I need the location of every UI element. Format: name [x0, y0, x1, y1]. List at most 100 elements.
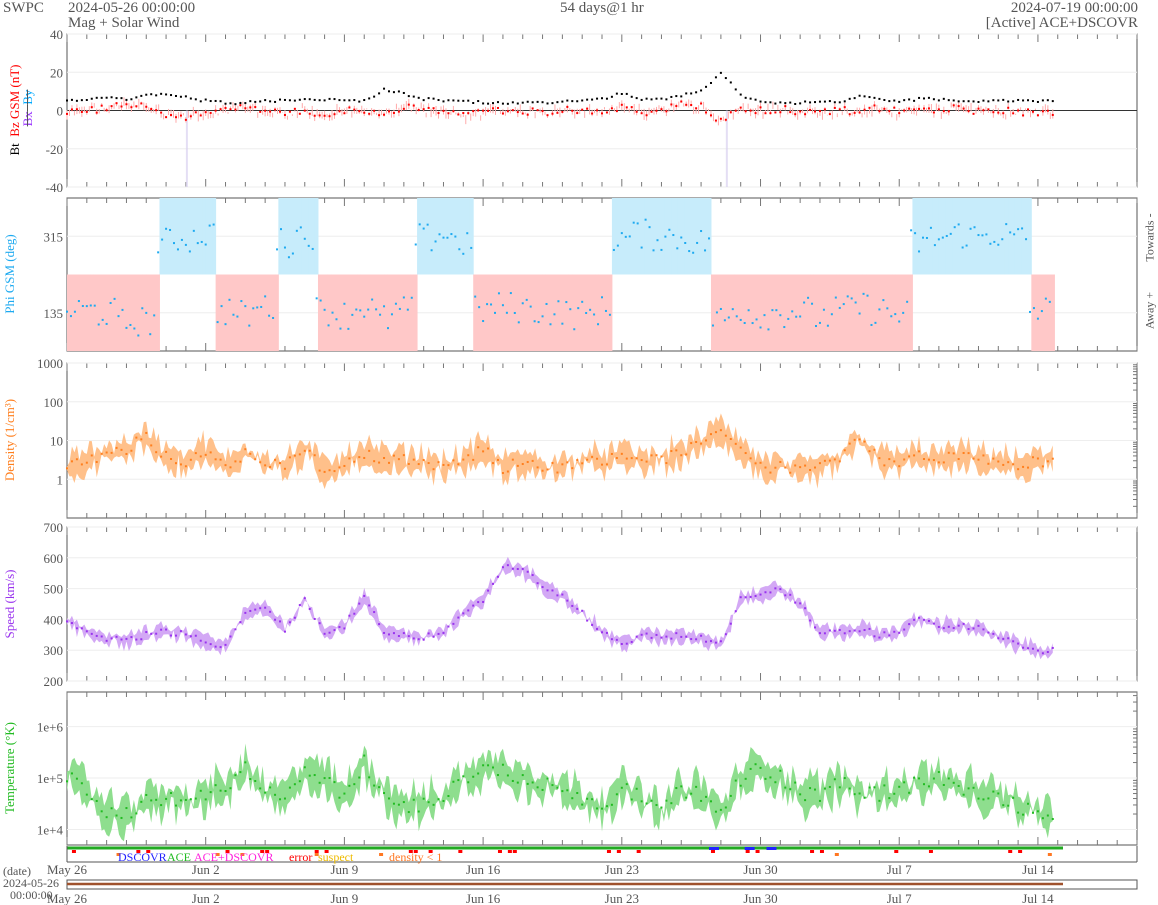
data-point — [462, 612, 465, 615]
bz-point — [209, 111, 212, 114]
bz-point — [1046, 109, 1049, 112]
data-point — [412, 458, 415, 461]
dscovr-mark — [766, 847, 777, 850]
away-band — [479, 274, 484, 351]
bt-point — [685, 92, 688, 95]
data-point — [898, 465, 901, 468]
data-point — [982, 454, 985, 457]
data-point — [496, 774, 499, 777]
bt-point — [135, 96, 138, 99]
away-band — [232, 274, 236, 351]
data-point — [571, 604, 574, 607]
x-tick-label-top: May 26 — [47, 862, 88, 877]
bt-point — [982, 99, 985, 102]
phi-point — [882, 299, 885, 302]
data-point — [794, 464, 797, 467]
data-point — [967, 627, 970, 630]
data-point — [338, 466, 341, 469]
bz-point — [1007, 106, 1010, 109]
bz-point — [383, 113, 386, 116]
phi-point — [375, 308, 378, 311]
bt-point — [457, 99, 460, 102]
data-point — [422, 458, 425, 461]
dscovr-mark — [744, 847, 755, 850]
away-band — [727, 274, 732, 351]
data-point — [353, 612, 356, 615]
data-point — [264, 606, 267, 609]
phi-point — [684, 241, 687, 244]
data-point — [774, 466, 777, 469]
phi-point — [731, 308, 734, 311]
away-band — [268, 274, 273, 351]
away-band — [535, 274, 540, 351]
away-band — [562, 274, 567, 351]
data-point — [630, 798, 633, 801]
bz-point — [194, 111, 197, 114]
bt-point — [487, 102, 490, 105]
phi-point — [69, 315, 72, 318]
towards-band — [1024, 198, 1029, 275]
data-point — [1036, 810, 1039, 813]
towards-band — [694, 198, 699, 275]
data-point — [561, 790, 564, 793]
phi-point — [272, 316, 275, 319]
bt-point — [1041, 99, 1044, 102]
data-point — [596, 807, 599, 810]
bt-point — [145, 93, 148, 96]
phi-point — [422, 227, 425, 230]
away-band — [608, 274, 613, 351]
away-band — [133, 274, 137, 351]
bz-point — [363, 111, 366, 114]
data-point — [303, 766, 306, 769]
x-tick-label-bottom: May 26 — [47, 891, 88, 905]
data-point — [541, 469, 544, 472]
phi-point — [264, 295, 267, 298]
data-point — [194, 634, 197, 637]
away-band — [869, 274, 874, 351]
data-point — [586, 458, 589, 461]
phi-point — [236, 315, 239, 318]
data-point — [625, 783, 628, 786]
phi-point — [383, 305, 386, 308]
phi-point — [680, 236, 683, 239]
phi-point — [256, 306, 259, 309]
towards-band — [278, 198, 283, 275]
towards-band — [1014, 198, 1019, 275]
away-band — [710, 274, 715, 351]
phi-point — [672, 234, 675, 237]
bz-point — [378, 114, 381, 117]
away-band — [796, 274, 801, 351]
bz-point — [734, 109, 737, 112]
data-point — [625, 642, 628, 645]
bz-point — [75, 108, 78, 111]
data-point — [75, 777, 78, 780]
bt-point — [259, 100, 262, 103]
away-band — [572, 274, 577, 351]
phi-point — [545, 302, 548, 305]
phi-point — [969, 227, 972, 230]
away-band — [90, 274, 94, 351]
away-band — [142, 274, 147, 351]
away-band — [516, 274, 520, 351]
away-band — [489, 274, 494, 351]
towards-band — [664, 198, 669, 275]
density-mark — [834, 853, 839, 856]
phi-point — [715, 311, 718, 314]
towards-band — [935, 198, 940, 275]
away-band — [235, 274, 240, 351]
bt-point — [105, 96, 108, 99]
bz-point — [437, 112, 440, 115]
legend-density: density < 1 — [389, 850, 443, 864]
bt-point — [541, 101, 544, 104]
phi-point — [149, 333, 152, 336]
bz-point — [526, 113, 529, 116]
data-point — [254, 608, 257, 611]
phi-point — [664, 235, 667, 238]
phi-point — [117, 315, 120, 318]
phi-point — [739, 318, 742, 321]
phi-point — [830, 313, 833, 316]
away-band — [103, 274, 108, 351]
away-band — [767, 274, 771, 351]
phi-point — [906, 300, 909, 303]
bt-point — [833, 101, 836, 104]
